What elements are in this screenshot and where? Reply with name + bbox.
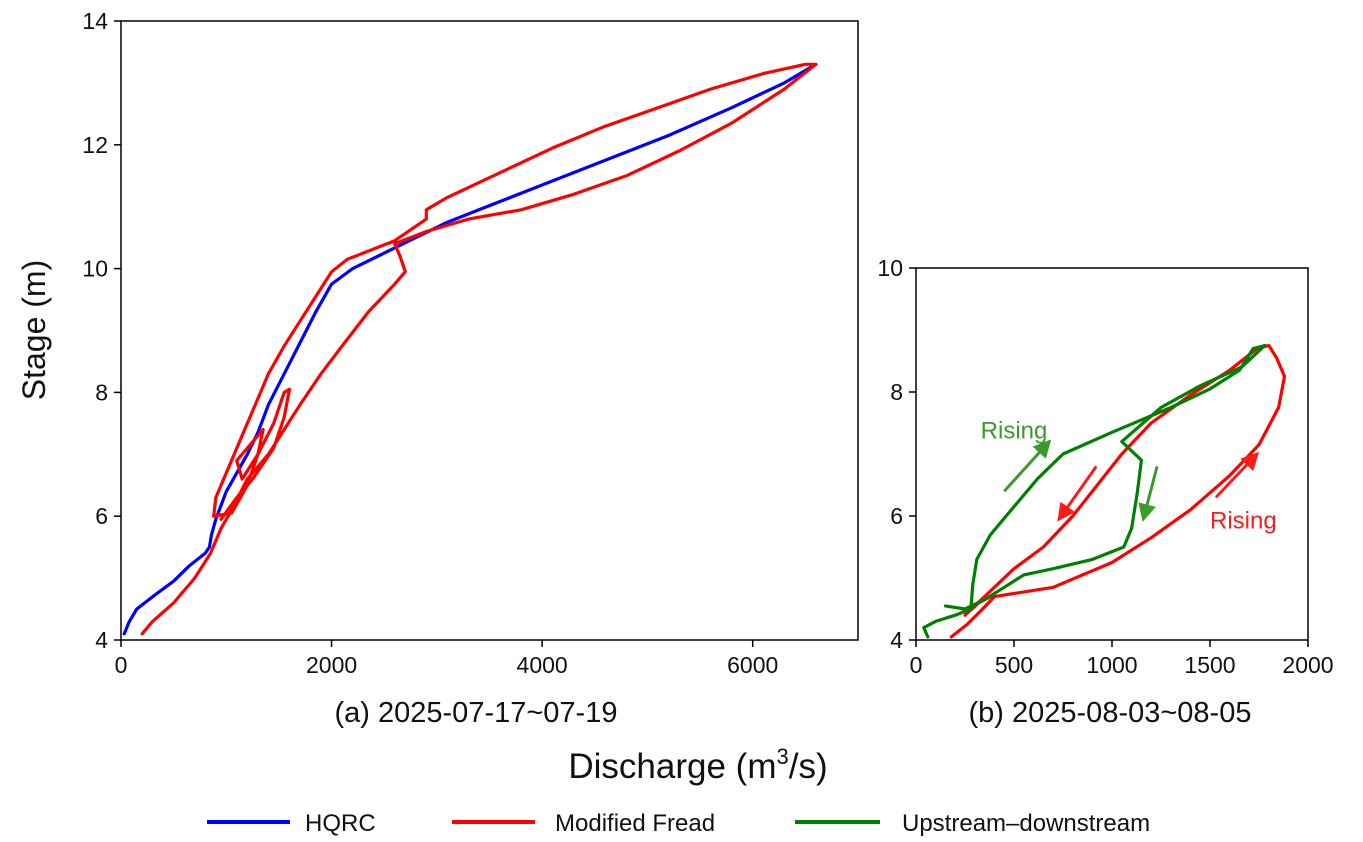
subplot-b-caption: (b) 2025-08-03~08-05: [969, 697, 1252, 729]
subplot-a-series: [122, 62, 818, 636]
subplot-a-frame: [120, 20, 859, 641]
x-tick-label-b: 500: [995, 652, 1033, 678]
y-tick-label-a: 12: [82, 132, 108, 158]
y-tick-label-a: 6: [95, 503, 108, 529]
legend-label-hqrc: HQRC: [305, 810, 376, 837]
annotation-text-rising: Rising: [1210, 507, 1277, 534]
annotation-arrow: [1214, 451, 1260, 499]
y-tick-label-b: 10: [877, 255, 903, 281]
y-tick-label-b: 8: [890, 379, 903, 405]
series-line-upstream-downstream-b: [922, 343, 1267, 639]
y-tick-label-b: 6: [890, 503, 903, 529]
x-axis-label-main: Discharge (m: [568, 747, 776, 786]
annotation-arrow: [1138, 466, 1159, 523]
y-tick-label-a: 14: [82, 8, 108, 34]
series-line-modified-fread-a: [140, 62, 818, 636]
subplot-b-ticks: 0 500 1000 1500 2000 4 6 8 10: [877, 255, 1333, 678]
annotation-arrow: [1003, 439, 1052, 493]
y-axis-label: Stage (m): [16, 260, 52, 400]
subplot-b-frame: [915, 267, 1309, 641]
x-axis-label: Discharge (m3/s): [568, 744, 827, 786]
subplot-b-annotations: Rising Rising: [981, 418, 1277, 535]
legend-item-modified-fread: Modified Fread: [452, 810, 715, 837]
x-axis-label-sup: 3: [776, 744, 788, 769]
legend-label-modified-fread: Modified Fread: [555, 810, 715, 837]
series-line-modified-fread-b: [949, 343, 1287, 639]
x-tick-label-a: 2000: [306, 652, 357, 678]
x-tick-label-b: 2000: [1282, 652, 1333, 678]
legend-item-upstream-downstream: Upstream–downstream: [795, 810, 1150, 837]
y-tick-label-a: 8: [95, 379, 108, 405]
annotation-text-rising: Rising: [981, 418, 1048, 445]
x-tick-label-a: 6000: [727, 652, 778, 678]
y-tick-label-a: 4: [95, 627, 108, 653]
x-tick-label-b: 0: [910, 652, 923, 678]
legend: HQRC Modified Fread Upstream–downstream: [207, 810, 1150, 837]
subplot-a-ticks: 0 2000 4000 6000 4 6 8 10 12 14: [82, 8, 778, 678]
x-axis-label-tail: /s): [789, 747, 828, 786]
y-tick-label-b: 4: [890, 627, 903, 653]
subplot-a: 0 2000 4000 6000 4 6 8 10 12 14 (a) 2025-07-17~07…: [82, 8, 859, 729]
y-tick-label-a: 10: [82, 256, 108, 282]
series-line-hqrc-a: [122, 62, 818, 636]
x-tick-label-a: 4000: [517, 652, 568, 678]
subplot-b-series: [922, 343, 1287, 639]
x-tick-label-b: 1000: [1086, 652, 1137, 678]
x-tick-label-a: 0: [115, 652, 128, 678]
subplot-a-caption: (a) 2025-07-17~07-19: [335, 697, 618, 729]
legend-item-hqrc: HQRC: [207, 810, 376, 837]
annotation-arrow: [1057, 465, 1098, 522]
subplot-b: Rising Rising 0 500 1000 1500 2000 4 6 8 10 (b) 2…: [877, 255, 1333, 729]
x-tick-label-b: 1500: [1184, 652, 1235, 678]
legend-label-upstream-downstream: Upstream–downstream: [902, 810, 1150, 837]
